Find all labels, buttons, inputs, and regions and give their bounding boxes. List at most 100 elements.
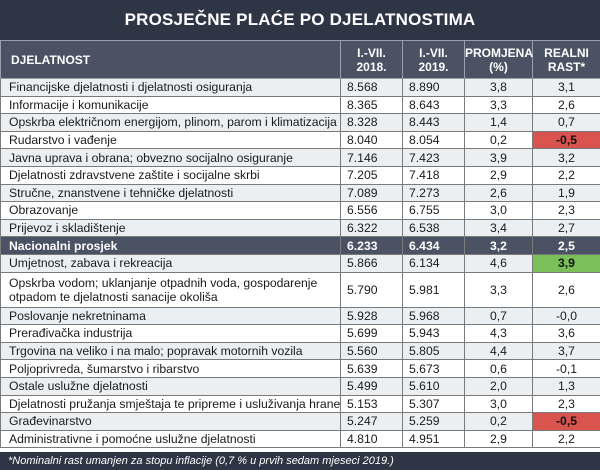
activity-cell: Umjetnost, zabava i rekreacija [0, 253, 341, 273]
change-cell: 4,4 [464, 341, 533, 361]
real-growth-cell: -0,5 [532, 130, 600, 150]
table-row: Rudarstvo i vađenje 8.040 8.054 0,2 -0,5 [0, 130, 600, 150]
table-row: Građevinarstvo 5.247 5.259 0,2 -0,5 [0, 412, 600, 431]
wage-2018-cell: 5.560 [340, 341, 403, 361]
change-cell: 3,9 [464, 148, 533, 167]
wage-2019-cell: 8.054 [402, 130, 465, 150]
real-growth-cell: 3,9 [532, 253, 600, 273]
table-row: Javna uprava i obrana; obvezno socijalno… [0, 148, 600, 167]
page-title: PROSJEČNE PLAĆE PO DJELATNOSTIMA [0, 0, 600, 40]
wage-2018-cell: 5.866 [340, 253, 403, 273]
wage-2018-cell: 5.153 [340, 394, 403, 414]
change-cell: 3,0 [464, 201, 533, 220]
activity-cell: Prerađivačka industrija [0, 324, 341, 343]
wage-2018-cell: 7.205 [340, 165, 403, 185]
wage-2019-cell: 5.307 [402, 394, 465, 414]
real-growth-cell: 3,6 [532, 324, 600, 343]
change-cell: 3,0 [464, 394, 533, 414]
activity-cell: Poljoprivreda, šumarstvo i ribarstvo [0, 359, 341, 378]
change-cell: 2,0 [464, 376, 533, 396]
table-row: Opskrba električnom energijom, plinom, p… [0, 113, 600, 132]
wage-2019-cell: 6.134 [402, 253, 465, 273]
change-cell: 2,9 [464, 165, 533, 185]
wage-2018-cell: 6.556 [340, 201, 403, 220]
wage-2018-cell: 6.233 [340, 236, 403, 255]
real-growth-cell: 0,7 [532, 113, 600, 132]
wage-2019-cell: 5.610 [402, 376, 465, 396]
change-cell: 3,3 [464, 95, 533, 115]
header-2018: I.-VII. 2018. [340, 40, 403, 79]
activity-cell: Trgovina na veliko i na malo; popravak m… [0, 341, 341, 361]
wage-2018-cell: 8.365 [340, 95, 403, 115]
wage-2019-cell: 5.968 [402, 306, 465, 326]
activity-cell: Nacionalni prosjek [0, 236, 341, 255]
real-growth-cell: 2,6 [532, 271, 600, 308]
change-cell: 4,6 [464, 253, 533, 273]
wage-2018-cell: 4.810 [340, 429, 403, 449]
footnote: *Nominalni rast umanjen za stopu inflaci… [0, 452, 600, 470]
table-row: Obrazovanje 6.556 6.755 3,0 2,3 [0, 201, 600, 220]
real-growth-cell: -0,1 [532, 359, 600, 378]
wage-2018-cell: 7.089 [340, 183, 403, 203]
wage-2019-cell: 7.418 [402, 165, 465, 185]
real-growth-cell: 3,2 [532, 148, 600, 167]
change-cell: 4,3 [464, 324, 533, 343]
real-growth-cell: 2,3 [532, 201, 600, 220]
header-real-growth: REALNI RAST* [532, 40, 600, 79]
table-row: Financijske djelatnosti i djelatnosti os… [0, 78, 600, 97]
header-2019: I.-VII. 2019. [402, 40, 465, 79]
real-growth-cell: 3,7 [532, 341, 600, 361]
table-row: Djelatnosti pružanja smještaja te pripre… [0, 394, 600, 414]
wage-2018-cell: 5.639 [340, 359, 403, 378]
wage-2019-cell: 5.259 [402, 412, 465, 431]
real-growth-cell: 1,3 [532, 376, 600, 396]
change-cell: 3,4 [464, 218, 533, 238]
change-cell: 1,4 [464, 113, 533, 132]
real-growth-cell: -0,5 [532, 412, 600, 431]
activity-cell: Informacije i komunikacije [0, 95, 341, 115]
wage-2019-cell: 8.890 [402, 78, 465, 97]
activity-cell: Građevinarstvo [0, 412, 341, 431]
wage-2019-cell: 5.673 [402, 359, 465, 378]
activity-cell: Poslovanje nekretninama [0, 306, 341, 326]
change-cell: 2,6 [464, 183, 533, 203]
wage-2019-cell: 5.943 [402, 324, 465, 343]
wage-2018-cell: 8.568 [340, 78, 403, 97]
table-row: Administrativne i pomoćne uslužne djelat… [0, 429, 600, 449]
wage-2019-cell: 6.434 [402, 236, 465, 255]
activity-cell: Djelatnosti zdravstvene zaštite i socija… [0, 165, 341, 185]
table-header-row: DJELATNOST I.-VII. 2018. I.-VII. 2019. PRO… [0, 40, 600, 79]
real-growth-cell: 2,2 [532, 165, 600, 185]
activity-cell: Prijevoz i skladištenje [0, 218, 341, 238]
change-cell: 3,8 [464, 78, 533, 97]
real-growth-cell: 3,1 [532, 78, 600, 97]
table-row: Prijevoz i skladištenje 6.322 6.538 3,4 2,7 [0, 218, 600, 238]
wage-2018-cell: 6.322 [340, 218, 403, 238]
wage-2019-cell: 6.755 [402, 201, 465, 220]
wage-2019-cell: 6.538 [402, 218, 465, 238]
wage-2019-cell: 5.981 [402, 271, 465, 308]
table-row: Opskrba vodom; uklanjanje otpadnih voda,… [0, 271, 600, 308]
change-cell: 0,2 [464, 130, 533, 150]
table-row: Prerađivačka industrija 5.699 5.943 4,3 3,6 [0, 324, 600, 343]
activity-cell: Djelatnosti pružanja smještaja te pripre… [0, 394, 341, 414]
table-row: Stručne, znanstvene i tehničke djelatnos… [0, 183, 600, 203]
wage-2018-cell: 8.328 [340, 113, 403, 132]
wage-2019-cell: 7.273 [402, 183, 465, 203]
table-row: Nacionalni prosjek 6.233 6.434 3,2 2,5 [0, 236, 600, 255]
table-row: Umjetnost, zabava i rekreacija 5.866 6.134… [0, 253, 600, 273]
activity-cell: Opskrba vodom; uklanjanje otpadnih voda,… [0, 271, 341, 308]
real-growth-cell: 2,3 [532, 394, 600, 414]
wage-2019-cell: 7.423 [402, 148, 465, 167]
activity-cell: Administrativne i pomoćne uslužne djelat… [0, 429, 341, 449]
wage-2018-cell: 5.499 [340, 376, 403, 396]
wage-2019-cell: 4.951 [402, 429, 465, 449]
activity-cell: Obrazovanje [0, 201, 341, 220]
change-cell: 0,7 [464, 306, 533, 326]
real-growth-cell: 2,5 [532, 236, 600, 255]
real-growth-cell: 1,9 [532, 183, 600, 203]
wage-2018-cell: 5.247 [340, 412, 403, 431]
activity-cell: Rudarstvo i vađenje [0, 130, 341, 150]
wage-2018-cell: 5.699 [340, 324, 403, 343]
real-growth-cell: 2,7 [532, 218, 600, 238]
